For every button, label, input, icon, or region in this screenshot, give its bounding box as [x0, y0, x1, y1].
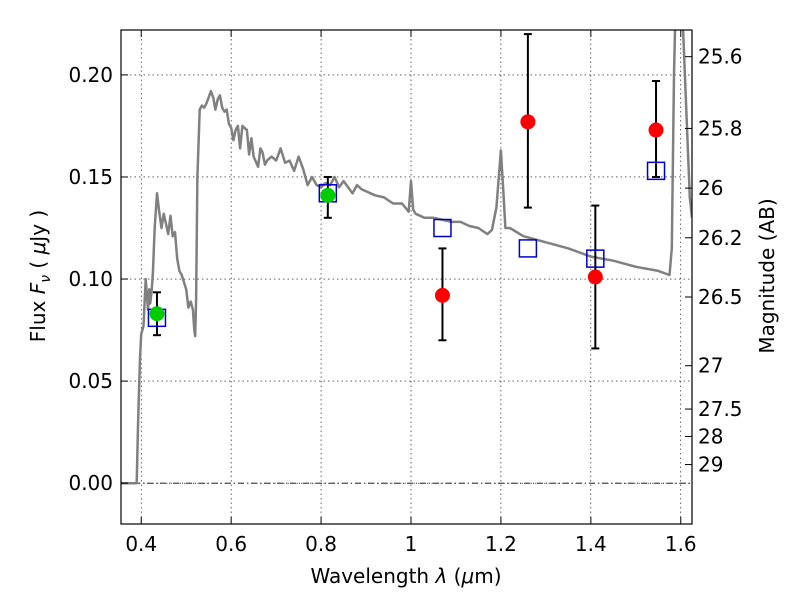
- x-tick-label: 0.6: [215, 532, 247, 556]
- x-tick-label: 1.4: [575, 532, 607, 556]
- y-tick-label: 0.15: [68, 165, 113, 189]
- x-tick-label: 0.4: [125, 532, 157, 556]
- magnitude-tick-label: 26.5: [698, 285, 743, 309]
- magnitude-tick-label: 29: [698, 453, 723, 477]
- plot-frame: [120, 29, 693, 525]
- y-tick-label: 0.20: [68, 63, 113, 87]
- magnitude-tick-label: 25.8: [698, 116, 743, 140]
- model-photometry-square: [433, 218, 452, 238]
- y-tick-label: 0.00: [68, 471, 113, 495]
- measured-flux-point: [434, 287, 450, 303]
- x-tick-label: 1.6: [665, 532, 697, 556]
- y-axis-ticks: 0.00 0.05 0.10 0.15 0.20: [68, 63, 128, 495]
- measured-flux-point: [520, 114, 536, 130]
- x-tick-label: 0.8: [305, 532, 337, 556]
- magnitude-tick-label: 27: [698, 354, 723, 378]
- measured-flux-point: [587, 269, 603, 285]
- measured-points: [149, 114, 664, 322]
- x-axis-ticks: 0.4 0.6 0.8 1 1.2 1.4 1.6: [125, 30, 697, 556]
- errorbars: [152, 33, 661, 350]
- x-tick-label: 1.2: [485, 532, 517, 556]
- y-tick-label: 0.10: [68, 267, 113, 291]
- magnitude-tick-label: 26.2: [698, 226, 743, 250]
- model-photometry-square: [646, 161, 666, 181]
- model-photometry-square: [518, 239, 538, 258]
- x-tick-label: 1: [405, 532, 418, 556]
- model-photometry-squares: [147, 161, 666, 328]
- measured-flux-point: [320, 187, 336, 203]
- magnitude-tick-label: 26: [698, 176, 723, 200]
- magnitude-axis-label: Magnitude (AB): [755, 198, 779, 353]
- magnitude-tick-label: 25.6: [698, 45, 743, 69]
- measured-flux-point: [648, 122, 664, 138]
- magnitude-axis-ticks: 25.6 25.8 26 26.2 26.5 27 27.5 28 29: [685, 45, 743, 477]
- plot-area: [121, 30, 692, 485]
- x-axis-label: Wavelength λ (μm): [310, 564, 501, 588]
- model-spectrum-line: [121, 30, 692, 485]
- y-axis-label: Flux Fν ( μJy ): [26, 210, 54, 342]
- magnitude-tick-label: 27.5: [698, 397, 743, 421]
- y-tick-label: 0.05: [68, 369, 113, 393]
- measured-flux-point: [149, 306, 165, 322]
- magnitude-tick-label: 28: [698, 424, 723, 448]
- model-photometry-square: [586, 249, 605, 268]
